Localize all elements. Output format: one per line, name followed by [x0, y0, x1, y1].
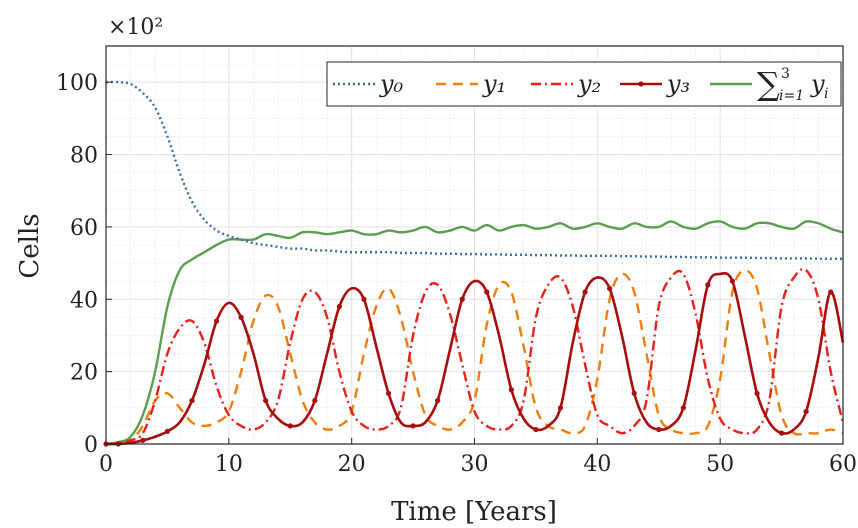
data-point-y3: [336, 303, 342, 310]
y-tick-label: 20: [70, 361, 98, 386]
legend-label-2: y₂: [577, 70, 601, 98]
data-point-y3: [557, 405, 564, 411]
data-point-y3: [705, 282, 711, 288]
data-point-y3: [238, 314, 244, 320]
data-point-y3: [189, 397, 195, 404]
legend-sum-upper: 3: [781, 66, 790, 82]
data-point-y3: [435, 397, 441, 404]
data-point-y3: [213, 318, 220, 324]
legend-items: y₀ y₁ y₂ y₃ ∑ 3 i=1 y i: [333, 65, 828, 104]
data-point-y3: [287, 423, 293, 429]
legend-sum-term: y: [810, 70, 825, 98]
series-line-1: [105, 269, 844, 446]
data-point-y3: [729, 278, 736, 284]
y-axis-label: Cells: [15, 213, 45, 278]
data-point-y3: [680, 405, 686, 411]
series-layer: [103, 80, 845, 447]
x-axis-label: Time [Years]: [391, 497, 557, 527]
data-point-y3: [656, 426, 662, 433]
legend-label-1: y₁: [482, 70, 506, 98]
data-point-y3: [484, 289, 490, 295]
series-line-4: [105, 220, 844, 446]
x-tick-label: 10: [215, 452, 243, 477]
legend-marker-y3: [638, 81, 644, 87]
data-point-y3: [140, 437, 146, 443]
x-tick-label: 30: [461, 452, 489, 477]
legend-label-3: y₃: [666, 70, 690, 98]
data-point-y3: [754, 390, 760, 396]
y-tick-label: 40: [70, 288, 98, 313]
x-tick-label: 20: [338, 452, 366, 477]
data-point-y3: [312, 397, 318, 404]
data-point-y3: [582, 289, 588, 295]
x-tick-label: 50: [706, 452, 734, 477]
y-tick-label: 0: [84, 433, 98, 458]
data-point-y3: [164, 428, 171, 434]
data-point-y3: [385, 390, 392, 396]
y-tick-label: 60: [70, 216, 98, 241]
x-axis-ticks: 0 10 20 30 40 50 60: [99, 438, 857, 477]
series-line-2: [105, 267, 845, 446]
legend-sum-term-sub: i: [824, 86, 828, 102]
legend-sum-lower: i=1: [779, 88, 804, 104]
data-point-y3: [631, 390, 637, 396]
data-point-y3: [263, 397, 269, 404]
data-point-y3: [410, 423, 416, 429]
y-axis-ticks: 0 20 40 60 80 100: [56, 71, 112, 458]
series-line-0: [105, 80, 843, 260]
data-point-y3: [533, 426, 539, 433]
data-point-y3: [803, 408, 809, 415]
data-point-y3: [778, 430, 785, 436]
data-point-y3: [459, 296, 465, 302]
data-point-y3: [508, 387, 514, 393]
legend: y₀ y₁ y₂ y₃ ∑ 3 i=1 y i: [326, 61, 842, 107]
legend-sum-sigma: ∑: [757, 65, 780, 103]
y-tick-label: 80: [70, 144, 98, 169]
x-tick-label: 60: [829, 452, 857, 477]
y-tick-label: 100: [56, 71, 98, 96]
legend-label-0: y₀: [379, 70, 404, 98]
legend-box: [326, 61, 842, 107]
data-point-y3: [828, 289, 834, 295]
x-tick-label: 0: [99, 452, 113, 477]
series-line-3: [105, 271, 845, 446]
y-multiplier-label: ×10²: [108, 15, 163, 40]
data-point-y3: [607, 285, 613, 292]
x-tick-label: 40: [583, 452, 611, 477]
data-point-y3: [361, 296, 367, 302]
